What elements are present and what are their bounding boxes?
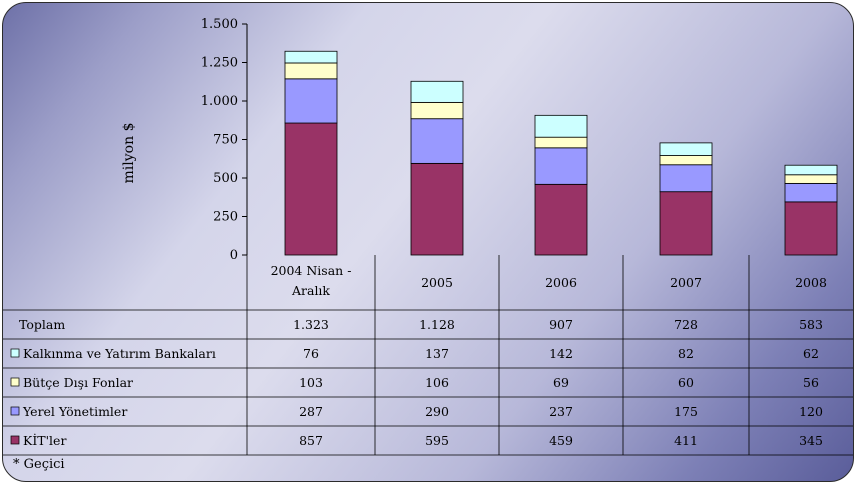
bar-segment-yerel: [659, 164, 713, 193]
y-tick-label: 750: [213, 133, 238, 148]
y-tick-label: 500: [213, 171, 238, 186]
category-label: 2005: [421, 275, 453, 290]
footnote: * Geçici: [13, 457, 65, 472]
legend-swatch: [10, 377, 20, 387]
table-cell: 76: [303, 346, 319, 361]
table-cell: 857: [299, 433, 323, 448]
bar-segment-yerel: [284, 78, 338, 124]
bar-segment-butce: [284, 62, 338, 80]
bar-segment-kalkinma: [534, 114, 588, 138]
legend-swatch: [10, 406, 20, 416]
bar-segment-butce: [410, 101, 464, 120]
table-row-label: KİT'ler: [23, 433, 66, 448]
bar-segment-kitler: [284, 122, 338, 256]
bar-segment-kitler: [659, 191, 713, 256]
bar-segment-kalkinma: [284, 50, 338, 64]
bar-segment-kalkinma: [784, 164, 838, 176]
legend-swatch: [10, 348, 20, 358]
y-tick-label: 0: [230, 248, 238, 263]
table-cell: 290: [425, 404, 449, 419]
table-cell: 69: [553, 375, 569, 390]
bar-segment-yerel: [784, 182, 838, 203]
table-cell: 411: [674, 433, 698, 448]
data-table: 2004 Nisan - Aralık 2005 2006 2007 2008 Toplam…: [3, 255, 853, 456]
table-cell: 287: [299, 404, 323, 419]
y-axis: 0 250 500 750 1.000 1.250 1.500: [201, 17, 248, 263]
table-cell: 1.323: [293, 317, 329, 332]
table-cell: 175: [674, 404, 698, 419]
y-tick-label: 250: [213, 210, 238, 225]
bar-segment-butce: [534, 136, 588, 149]
table-row-label: Bütçe Dışı Fonlar: [23, 375, 133, 390]
y-axis-label: milyon $: [121, 123, 137, 184]
table-cell: 106: [425, 375, 449, 390]
bar-segment-yerel: [534, 147, 588, 185]
table-cell: 103: [299, 375, 323, 390]
table-cell: 120: [799, 404, 823, 419]
table-cell: 60: [678, 375, 694, 390]
table-cell: 728: [674, 317, 698, 332]
bar-segment-kitler: [534, 183, 588, 256]
table-cell: 1.128: [419, 317, 455, 332]
category-label: 2007: [670, 275, 702, 290]
table-cell: 137: [425, 346, 449, 361]
table-cell: 82: [678, 346, 694, 361]
legend-swatch: [10, 435, 20, 445]
bar-segment-kitler: [410, 162, 464, 256]
category-label: Aralık: [291, 283, 330, 298]
stacked-bar-chart: 0 250 500 750 1.000 1.250 1.500 milyon $ 2004 …: [3, 17, 853, 472]
table-cell: 345: [799, 433, 823, 448]
y-tick-label: 1.250: [201, 56, 238, 71]
bar-segment-butce: [784, 174, 838, 184]
bar-segment-butce: [659, 155, 713, 166]
table-cell: 56: [803, 375, 819, 390]
category-label: 2004 Nisan -: [271, 263, 352, 278]
y-tick-label: 1.000: [201, 94, 238, 109]
category-label: 2008: [795, 275, 827, 290]
category-label: 2006: [545, 275, 577, 290]
table-cell: 459: [549, 433, 573, 448]
table-row-label: Kalkınma ve Yatırım Bankaları: [23, 346, 216, 361]
table-cell: 62: [803, 346, 819, 361]
table-cell: 142: [549, 346, 573, 361]
table-row-label: Yerel Yönetimler: [22, 404, 127, 419]
table-cell: 583: [799, 317, 823, 332]
bar-segment-yerel: [410, 118, 464, 164]
table-cell: 237: [549, 404, 573, 419]
bar-segment-kitler: [784, 201, 838, 256]
bars-group: [284, 50, 838, 256]
table-cell: 907: [549, 317, 573, 332]
table-row-label: Toplam: [19, 317, 65, 332]
bar-segment-kalkinma: [410, 80, 464, 103]
table-cell: 595: [425, 433, 449, 448]
y-tick-label: 1.500: [201, 17, 238, 32]
bar-segment-kalkinma: [659, 142, 713, 156]
